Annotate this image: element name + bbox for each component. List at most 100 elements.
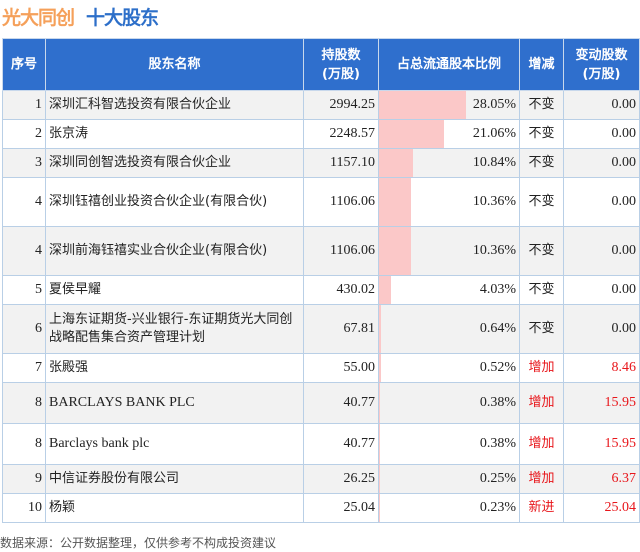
change-amount: 15.95: [563, 423, 640, 465]
change-status: 不变: [519, 119, 564, 149]
table-row: 1 深圳汇科智选投资有限合伙企业 2994.25 28.05% 不变 0.00: [2, 90, 640, 120]
shareholder-name: 深圳同创智选投资有限合伙企业: [45, 148, 304, 178]
change-status: 新进: [519, 493, 564, 523]
change-status: 不变: [519, 275, 564, 305]
company-name: 光大同创: [2, 7, 75, 29]
change-status: 增加: [519, 353, 564, 383]
shareholders-table: 序号 股东名称 持股数 (万股) 占总流通股本比例 增减 变动股数 (万股) 1…: [2, 38, 640, 523]
change-amount: 0.00: [563, 304, 640, 354]
row-index: 10: [2, 493, 46, 523]
page-title: 光大同创 十大股东: [2, 3, 159, 30]
ratio-cell: 10.36%: [378, 226, 520, 276]
change-status: 不变: [519, 148, 564, 178]
ratio-value: 0.38%: [479, 436, 516, 451]
ratio-bar: [379, 178, 412, 226]
shareholder-name: 深圳前海钰禧实业合伙企业(有限合伙): [45, 226, 304, 276]
ratio-value: 10.36%: [472, 194, 516, 209]
shares-held: 55.00: [303, 353, 379, 383]
ratio-cell: 10.36%: [378, 177, 520, 227]
ratio-value: 0.23%: [479, 500, 516, 515]
row-index: 6: [2, 304, 46, 354]
header-name: 股东名称: [45, 38, 304, 91]
header-change: 增减: [519, 38, 564, 91]
shares-held: 1157.10: [303, 148, 379, 178]
table-row: 6 上海东证期货-兴业银行-东证期货光大同创战略配售集合资产管理计划 67.81…: [2, 304, 640, 354]
table-row: 8 Barclays bank plc 40.77 0.38% 增加 15.95: [2, 423, 640, 465]
ratio-value: 0.25%: [479, 471, 516, 486]
table-row: 4 深圳前海钰禧实业合伙企业(有限合伙) 1106.06 10.36% 不变 0…: [2, 226, 640, 276]
ratio-cell: 0.38%: [378, 382, 520, 424]
title-subtitle: 十大股东: [86, 7, 159, 29]
change-status: 不变: [519, 177, 564, 227]
row-index: 8: [2, 423, 46, 465]
ratio-value: 21.06%: [472, 126, 516, 141]
header-ratio: 占总流通股本比例: [378, 38, 520, 91]
shareholder-name: 张京涛: [45, 119, 304, 149]
table-row: 9 中信证券股份有限公司 26.25 0.25% 增加 6.37: [2, 464, 640, 494]
shareholder-name: 杨颖: [45, 493, 304, 523]
row-index: 8: [2, 382, 46, 424]
shares-held: 67.81: [303, 304, 379, 354]
ratio-value: 4.03%: [479, 282, 516, 297]
table-row: 4 深圳钰禧创业投资合伙企业(有限合伙) 1106.06 10.36% 不变 0…: [2, 177, 640, 227]
shareholder-name: 深圳钰禧创业投资合伙企业(有限合伙): [45, 177, 304, 227]
ratio-bar: [379, 91, 466, 119]
ratio-bar: [379, 227, 412, 275]
row-index: 3: [2, 148, 46, 178]
ratio-value: 10.84%: [472, 155, 516, 170]
ratio-cell: 0.38%: [378, 423, 520, 465]
change-amount: 0.00: [563, 90, 640, 120]
ratio-bar: [379, 149, 413, 177]
ratio-cell: 0.52%: [378, 353, 520, 383]
shares-held: 2994.25: [303, 90, 379, 120]
table-row: 2 张京涛 2248.57 21.06% 不变 0.00: [2, 119, 640, 149]
ratio-bar: [379, 276, 392, 304]
header-shares: 持股数 (万股): [303, 38, 379, 91]
shareholder-name: 张殿强: [45, 353, 304, 383]
table-header: 序号 股东名称 持股数 (万股) 占总流通股本比例 增减 变动股数 (万股): [2, 38, 640, 91]
table-row: 10 杨颖 25.04 0.23% 新进 25.04: [2, 493, 640, 523]
row-index: 4: [2, 177, 46, 227]
ratio-bar: [379, 494, 380, 522]
ratio-cell: 0.64%: [378, 304, 520, 354]
ratio-bar: [379, 424, 381, 464]
row-index: 4: [2, 226, 46, 276]
ratio-value: 0.52%: [479, 360, 516, 375]
change-amount: 0.00: [563, 119, 640, 149]
change-status: 增加: [519, 464, 564, 494]
shares-held: 40.77: [303, 423, 379, 465]
shareholder-name: 深圳汇科智选投资有限合伙企业: [45, 90, 304, 120]
ratio-bar: [379, 354, 381, 382]
shares-held: 26.25: [303, 464, 379, 494]
change-status: 不变: [519, 226, 564, 276]
change-status: 不变: [519, 90, 564, 120]
row-index: 9: [2, 464, 46, 494]
row-index: 7: [2, 353, 46, 383]
shares-held: 430.02: [303, 275, 379, 305]
ratio-value: 28.05%: [472, 97, 516, 112]
ratio-bar: [379, 383, 381, 423]
table-row: 5 夏侯早耀 430.02 4.03% 不变 0.00: [2, 275, 640, 305]
ratio-value: 10.36%: [472, 243, 516, 258]
ratio-bar: [379, 465, 380, 493]
table-row: 7 张殿强 55.00 0.52% 增加 8.46: [2, 353, 640, 383]
change-amount: 0.00: [563, 148, 640, 178]
table-row: 8 BARCLAYS BANK PLC 40.77 0.38% 增加 15.95: [2, 382, 640, 424]
change-status: 不变: [519, 304, 564, 354]
shares-held: 1106.06: [303, 226, 379, 276]
ratio-cell: 0.25%: [378, 464, 520, 494]
shareholder-name: 夏侯早耀: [45, 275, 304, 305]
ratio-cell: 28.05%: [378, 90, 520, 120]
shares-held: 25.04: [303, 493, 379, 523]
row-index: 5: [2, 275, 46, 305]
change-amount: 0.00: [563, 177, 640, 227]
ratio-bar: [379, 305, 381, 353]
shareholder-name: 中信证券股份有限公司: [45, 464, 304, 494]
change-amount: 6.37: [563, 464, 640, 494]
shareholder-name: BARCLAYS BANK PLC: [45, 382, 304, 424]
change-amount: 25.04: [563, 493, 640, 523]
ratio-cell: 4.03%: [378, 275, 520, 305]
change-status: 增加: [519, 382, 564, 424]
change-amount: 0.00: [563, 275, 640, 305]
change-status: 增加: [519, 423, 564, 465]
